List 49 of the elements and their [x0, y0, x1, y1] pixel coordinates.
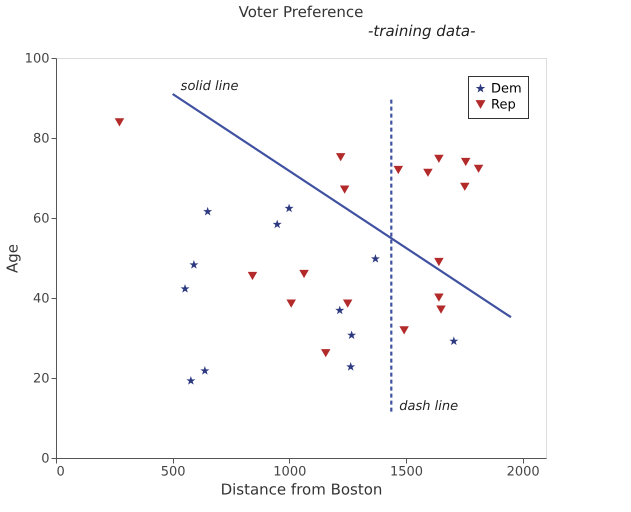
- point: [434, 293, 444, 302]
- chart-title: Voter Preference: [238, 3, 364, 21]
- y-axis-title: Age: [4, 244, 22, 274]
- point: [347, 330, 356, 340]
- point: [272, 220, 282, 228]
- point: [342, 299, 352, 308]
- annotation: dash line: [399, 399, 458, 414]
- point: [186, 376, 196, 385]
- point: [180, 284, 190, 293]
- legend-label: Rep: [491, 98, 516, 112]
- x-tick-label: 2000: [506, 464, 540, 480]
- point: [284, 204, 294, 212]
- legend-label: Dem: [491, 82, 522, 96]
- x-tick-label: 0: [56, 464, 65, 480]
- point: [394, 166, 404, 174]
- y-tick-label: 100: [24, 52, 50, 66]
- point: [335, 306, 344, 314]
- point: [248, 272, 258, 280]
- point: [449, 336, 458, 346]
- point: [436, 305, 446, 314]
- point: [434, 258, 444, 266]
- point: [200, 366, 210, 375]
- point: [336, 153, 346, 162]
- y-tick-label: 0: [41, 452, 50, 466]
- y-tick-label: 20: [32, 372, 50, 386]
- point: [434, 154, 444, 163]
- point: [346, 362, 356, 371]
- y-tick-label: 80: [32, 132, 50, 146]
- point: [474, 164, 484, 173]
- x-tick-label: 500: [160, 464, 186, 480]
- point: [203, 206, 212, 216]
- point: [340, 185, 350, 194]
- text: -training data-: [368, 22, 476, 40]
- x-tick-label: 1000: [273, 464, 306, 480]
- point: [320, 349, 330, 358]
- annotation: solid line: [180, 79, 238, 94]
- point: [423, 168, 433, 177]
- point: [399, 326, 409, 335]
- point: [299, 270, 309, 278]
- point: [189, 260, 198, 269]
- point: [114, 118, 124, 127]
- x-tick-label: 1500: [390, 464, 424, 480]
- point: [370, 254, 380, 263]
- y-tick-label: 60: [32, 212, 50, 226]
- point: [460, 182, 470, 191]
- point: [460, 158, 470, 166]
- x-axis-title: Distance from Boston: [220, 480, 382, 498]
- y-tick-label: 40: [32, 292, 50, 306]
- point: [286, 299, 296, 308]
